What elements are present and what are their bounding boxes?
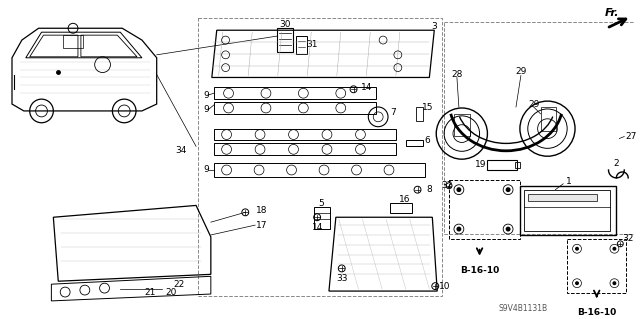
Bar — [314, 207, 330, 229]
Text: 2: 2 — [614, 159, 619, 167]
Text: 9: 9 — [203, 91, 209, 100]
Bar — [515, 162, 520, 168]
Text: 16: 16 — [399, 195, 410, 204]
Text: 28: 28 — [451, 70, 463, 79]
Text: 9: 9 — [203, 166, 209, 174]
Circle shape — [456, 226, 461, 232]
Bar — [524, 190, 611, 231]
Text: 29: 29 — [528, 100, 540, 108]
Bar — [541, 107, 556, 130]
Circle shape — [612, 281, 616, 285]
Bar — [449, 180, 520, 239]
Text: 1: 1 — [566, 177, 572, 186]
Text: 21: 21 — [144, 287, 156, 297]
Text: 15: 15 — [422, 102, 433, 112]
Text: Fr.: Fr. — [605, 9, 619, 19]
Bar — [415, 107, 424, 121]
Text: 32: 32 — [623, 234, 634, 243]
Bar — [276, 28, 292, 52]
Text: 10: 10 — [439, 282, 451, 291]
Text: 31: 31 — [307, 40, 318, 48]
Text: 34: 34 — [175, 146, 187, 155]
Bar — [214, 87, 376, 99]
Text: 29: 29 — [515, 67, 527, 76]
Bar — [488, 160, 517, 170]
Circle shape — [506, 187, 511, 192]
Bar — [406, 140, 424, 146]
Text: B-16-10: B-16-10 — [577, 308, 616, 317]
Text: 5: 5 — [318, 199, 324, 208]
Text: 30: 30 — [279, 20, 291, 29]
Text: 14: 14 — [361, 83, 372, 92]
Bar — [454, 114, 470, 136]
Bar — [528, 194, 596, 202]
Bar — [198, 19, 442, 296]
Circle shape — [575, 247, 579, 251]
Text: 20: 20 — [166, 287, 177, 297]
Text: 19: 19 — [475, 160, 486, 169]
Bar — [520, 186, 616, 235]
Bar — [214, 102, 376, 114]
Bar — [390, 204, 412, 213]
Bar — [296, 36, 307, 54]
Bar — [214, 129, 396, 140]
Text: 3: 3 — [431, 22, 437, 31]
Text: 9: 9 — [203, 106, 209, 115]
Text: B-16-10: B-16-10 — [460, 266, 499, 276]
Circle shape — [575, 281, 579, 285]
Bar — [214, 163, 426, 177]
Circle shape — [612, 247, 616, 251]
Circle shape — [506, 226, 511, 232]
Text: 14: 14 — [312, 223, 323, 232]
Circle shape — [456, 187, 461, 192]
Text: 17: 17 — [256, 221, 268, 230]
Text: 33: 33 — [336, 274, 348, 283]
Text: 22: 22 — [173, 280, 185, 289]
Text: 7: 7 — [390, 108, 396, 117]
Text: 27: 27 — [625, 132, 637, 141]
Text: 6: 6 — [424, 136, 430, 145]
Bar — [444, 22, 636, 234]
Text: 32: 32 — [442, 181, 452, 190]
Text: 8: 8 — [426, 185, 432, 194]
Bar — [567, 239, 626, 293]
Bar — [214, 144, 396, 155]
Text: 18: 18 — [256, 206, 268, 215]
Text: S9V4B1131B: S9V4B1131B — [499, 304, 547, 313]
